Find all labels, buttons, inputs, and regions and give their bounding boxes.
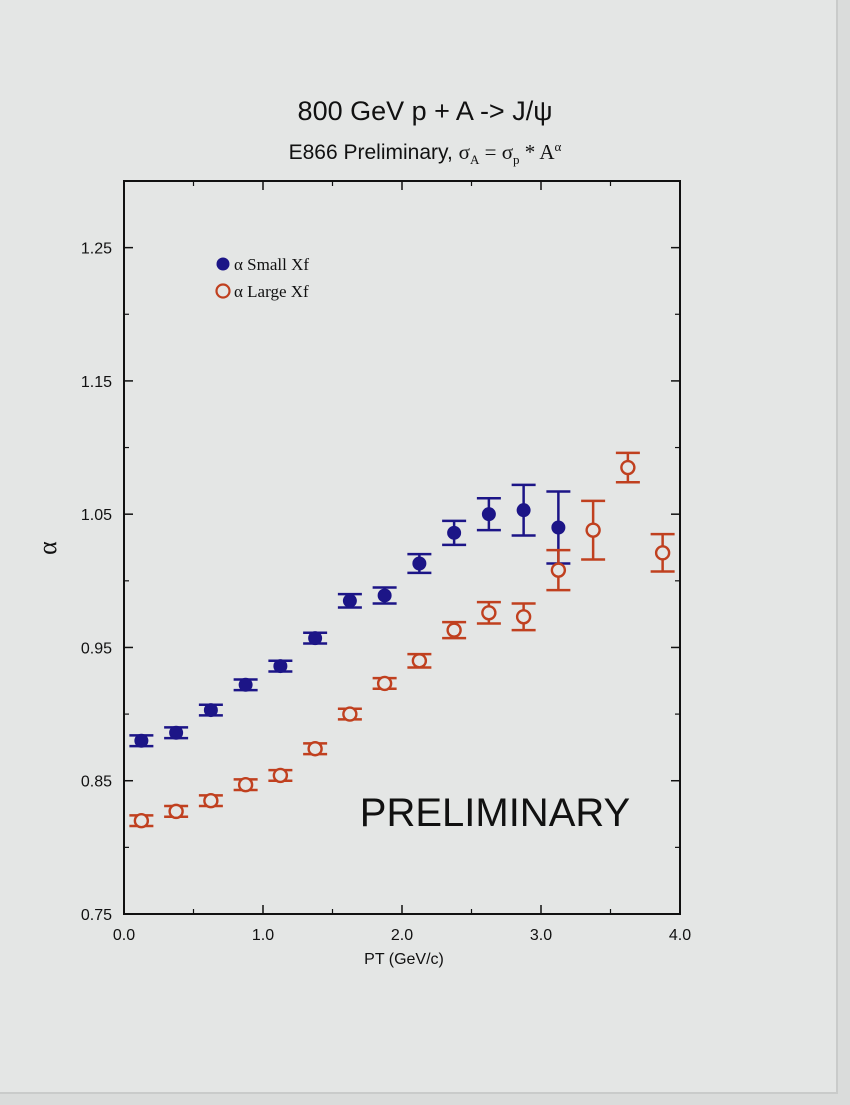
series-large-xf bbox=[129, 451, 675, 829]
series-small-xf bbox=[129, 483, 571, 748]
data-point bbox=[550, 562, 567, 578]
times-a: * A bbox=[519, 140, 555, 164]
x-axis-label: PT (GeV/c) bbox=[364, 951, 444, 968]
data-marks bbox=[129, 451, 675, 829]
data-point bbox=[447, 525, 462, 540]
data-point bbox=[134, 733, 149, 748]
legend: α Small Xf α Large Xf bbox=[215, 255, 309, 301]
y-axis-label: α bbox=[33, 541, 62, 555]
y-tick-label: 0.85 bbox=[81, 774, 112, 791]
data-point bbox=[411, 653, 428, 669]
data-point bbox=[203, 793, 219, 809]
chart-title: 800 GeV p + A -> J/ψ bbox=[297, 96, 553, 126]
data-point bbox=[585, 522, 601, 538]
subtitle-prefix: E866 Preliminary, bbox=[288, 141, 459, 164]
data-point bbox=[551, 520, 566, 535]
x-tick-label: 2.0 bbox=[391, 927, 413, 944]
y-tick-label: 1.15 bbox=[81, 374, 112, 391]
y-tick-label: 1.25 bbox=[81, 241, 112, 258]
data-point bbox=[308, 631, 323, 646]
data-point bbox=[620, 459, 636, 476]
sigma-symbol-a: σ bbox=[458, 140, 470, 164]
x-tick-label: 1.0 bbox=[252, 927, 274, 944]
sigma-symbol-p: σ bbox=[501, 140, 514, 164]
x-tick-label: 4.0 bbox=[669, 927, 691, 944]
x-tick-label: 3.0 bbox=[530, 927, 552, 944]
x-tick-label: 0.0 bbox=[113, 927, 135, 944]
y-tick-label: 0.75 bbox=[81, 907, 112, 924]
data-point bbox=[133, 813, 150, 829]
data-point bbox=[272, 767, 289, 784]
superscript-alpha: α bbox=[554, 139, 562, 154]
legend-marker-small-xf bbox=[216, 257, 230, 271]
subscript-p: p bbox=[513, 152, 520, 168]
preliminary-annotation: PRELIMINARY bbox=[360, 791, 630, 835]
data-point bbox=[654, 545, 671, 561]
data-point bbox=[203, 703, 218, 718]
data-point bbox=[169, 725, 184, 740]
data-point bbox=[238, 677, 253, 692]
data-point bbox=[481, 605, 497, 621]
data-point bbox=[515, 609, 532, 625]
data-point bbox=[168, 803, 184, 820]
legend-marker-large-xf bbox=[215, 283, 231, 299]
y-tick-label: 1.05 bbox=[81, 507, 112, 524]
equals-sign: = bbox=[479, 140, 502, 164]
data-point bbox=[237, 777, 254, 793]
chart-subtitle: E866 Preliminary, σA = σp * Aα bbox=[0, 139, 850, 168]
paper-sheet bbox=[0, 0, 838, 1094]
data-point bbox=[342, 706, 358, 722]
data-point bbox=[377, 588, 392, 603]
subscript-a: A bbox=[469, 152, 480, 168]
y-tick-label: 0.95 bbox=[81, 640, 112, 657]
data-point bbox=[412, 556, 427, 571]
data-point bbox=[273, 659, 288, 674]
data-point bbox=[376, 675, 393, 692]
data-point bbox=[516, 503, 531, 518]
tick-labels: 0.0 1.0 2.0 3.0 4.0 0.75 0.85 0.95 1.05 1.15 1.25 bbox=[81, 241, 691, 944]
legend-label-large-xf: α Large Xf bbox=[234, 282, 309, 301]
data-point bbox=[481, 507, 496, 522]
data-point bbox=[446, 622, 462, 638]
data-point bbox=[307, 741, 323, 757]
legend-label-small-xf: α Small Xf bbox=[234, 255, 309, 274]
axis-ticks bbox=[123, 181, 681, 915]
data-point bbox=[342, 593, 357, 608]
